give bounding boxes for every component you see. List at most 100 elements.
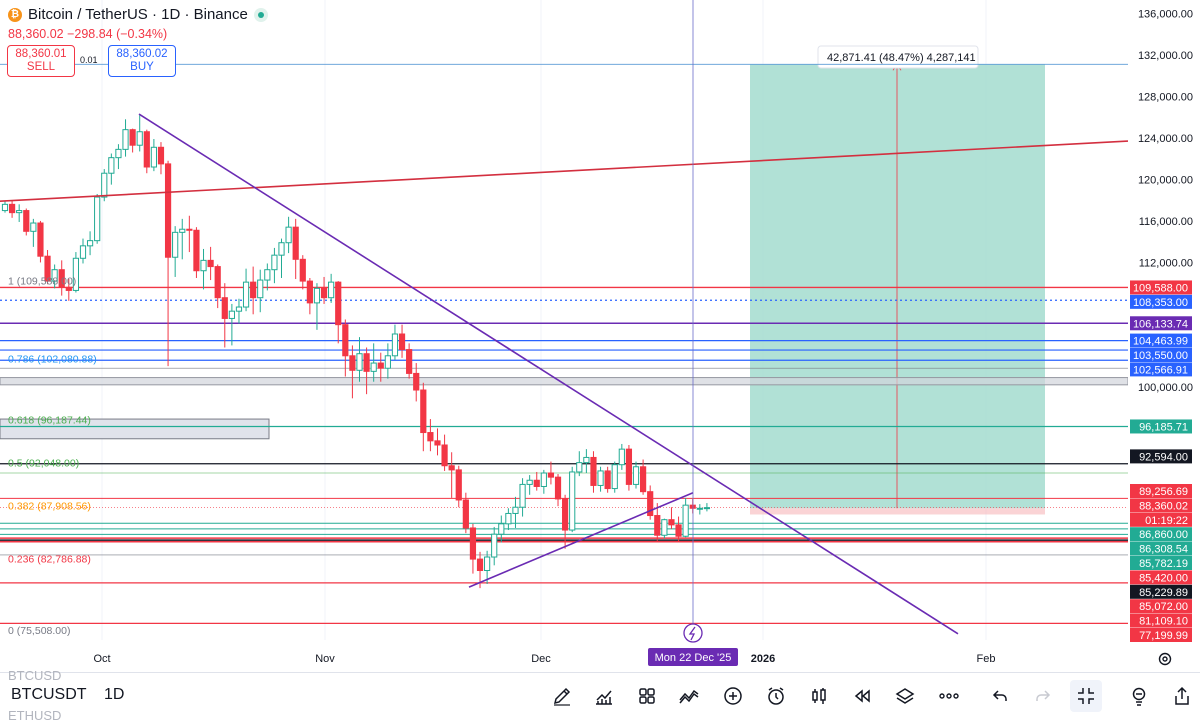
price-level-label [1130, 333, 1192, 348]
price-level-text: 85,782.19 [1139, 558, 1188, 570]
candle-up [122, 129, 129, 150]
buy-label: BUY [130, 61, 154, 73]
indicators-icon[interactable] [592, 684, 616, 708]
timeframe-selector[interactable]: 1D [104, 686, 125, 703]
long-position-target-zone[interactable] [750, 64, 1045, 509]
price-tick: 112,000.00 [1139, 257, 1193, 269]
candle-up [498, 523, 505, 535]
price-level-text: 106,133.74 [1133, 318, 1188, 330]
candle-up [512, 506, 519, 514]
candle-up [278, 242, 285, 256]
candle-down [299, 258, 306, 282]
candle-up [328, 281, 335, 299]
price-level-text: 103,550.00 [1133, 350, 1188, 362]
sell-label: SELL [26, 61, 56, 73]
long-position-stop-zone[interactable] [750, 508, 1045, 515]
ascending-trendline[interactable] [468, 491, 694, 588]
price-tick: 132,000.00 [1138, 50, 1193, 62]
candle-down [427, 432, 434, 442]
price-tick: 128,000.00 [1138, 91, 1193, 103]
redo-icon[interactable] [1031, 684, 1055, 708]
fullscreen-exit-icon[interactable] [1070, 680, 1102, 712]
time-label: Nov [315, 653, 335, 665]
price-axis-levels: 109,588.00 108,353.00 106,133.74 104,463.99… [1130, 280, 1192, 642]
price-level-text: 109,588.00 [1133, 282, 1188, 294]
candle-up [101, 172, 108, 198]
candle-up [703, 507, 711, 510]
price-level-text: 96,185.71 [1139, 421, 1188, 433]
candle-down [221, 297, 228, 319]
candle-up [257, 279, 264, 299]
candle-up [540, 472, 547, 487]
price-chart[interactable]: 42,871.41 (48.47%) 4,287,141 1 (109,588.… [0, 0, 1200, 670]
price-level-label [1130, 556, 1192, 570]
replay-icon[interactable] [850, 684, 874, 708]
add-icon[interactable] [721, 684, 745, 708]
gear-icon[interactable] [1157, 651, 1173, 667]
candles-icon[interactable] [807, 684, 831, 708]
pencil-icon[interactable] [550, 684, 574, 708]
candle-down [377, 362, 384, 369]
symbol-selector[interactable]: BTCUSDT [11, 686, 87, 703]
price-level-label [1130, 599, 1192, 614]
compare-icon[interactable] [677, 684, 701, 708]
symbol-next[interactable]: ETHUSD [8, 708, 62, 723]
crosshair-lightning-icon[interactable] [683, 623, 703, 643]
layers-icon[interactable] [893, 684, 917, 708]
price-level-label [1130, 294, 1192, 309]
candle-down [157, 146, 165, 165]
price-level-label [1130, 527, 1192, 542]
candle-up [526, 479, 533, 485]
templates-icon[interactable] [635, 684, 659, 708]
price-level-label [1130, 362, 1192, 377]
price-change-readout: 88,360.02 −298.84 (−0.34%) [8, 27, 167, 41]
price-level-text: 92,594.00 [1139, 451, 1188, 463]
crosshair-date-text: Mon 22 Dec '25 [655, 652, 732, 664]
time-axis: Oct Nov Dec 2026 Feb Mon 22 Dec '25 [93, 648, 995, 666]
price-level-text: 86,308.54 [1139, 544, 1188, 556]
symbol-prev[interactable]: BTCUSD [8, 668, 62, 683]
price-level-text: 89,256.69 [1139, 486, 1188, 498]
fib-label: 0.5 (92,048.00) [8, 457, 79, 469]
candle-up [30, 222, 37, 232]
candle-up [200, 259, 207, 272]
crosshair-date-box [648, 648, 738, 666]
candle-up [228, 310, 235, 319]
price-level-label [1130, 316, 1192, 331]
candle-down [306, 280, 313, 304]
candle-up [611, 464, 618, 490]
fib-label: 0.786 (102,080.88) [8, 353, 97, 365]
fib-label: 0 (75,508.00) [8, 625, 70, 637]
candle-up [1, 203, 9, 212]
candle-up [179, 228, 186, 233]
price-level-text: 85,420.00 [1139, 572, 1188, 584]
share-icon[interactable] [1170, 684, 1194, 708]
sell-button[interactable]: 88,360.01 SELL [7, 45, 75, 77]
red-trendline[interactable] [0, 140, 1129, 203]
candle-up [569, 471, 576, 531]
price-change: −298.84 (−0.34%) [67, 27, 168, 41]
time-label: Dec [531, 653, 551, 665]
candle-up [150, 146, 157, 168]
buy-button[interactable]: 88,360.02 BUY [108, 45, 176, 77]
undo-icon[interactable] [988, 684, 1012, 708]
candle-up [391, 333, 399, 357]
buy-price: 88,360.02 [116, 48, 168, 60]
bulb-icon[interactable] [1127, 684, 1151, 708]
fib-zone-box [0, 418, 270, 440]
candle-down [398, 333, 406, 351]
candle-down [462, 499, 469, 529]
descending-trendline[interactable] [138, 113, 959, 635]
more-icon[interactable] [937, 684, 961, 708]
candle-up [51, 269, 58, 282]
price-tick: 100,000.00 [1138, 382, 1193, 394]
price-tick: 120,000.00 [1138, 174, 1193, 186]
fib-labels: 1 (109,588.00) 0.786 (102,080.88) 0.618 (9… [8, 275, 97, 636]
candle-down [604, 470, 611, 490]
symbol-header[interactable]: ₿ Bitcoin / TetherUS · 1D · Binance [8, 6, 268, 23]
candle-down [406, 349, 413, 374]
candle-down [342, 324, 349, 357]
candle-down [320, 287, 328, 299]
candle-down [214, 266, 221, 299]
alert-icon[interactable] [764, 684, 788, 708]
